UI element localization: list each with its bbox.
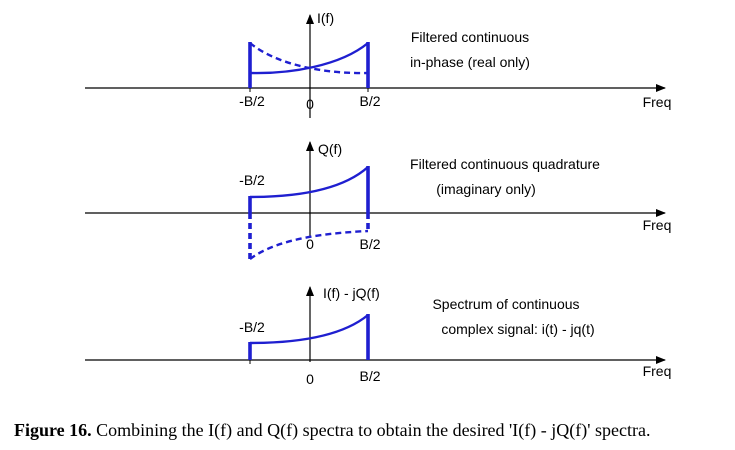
tick-label-neg-half-b: -B/2 xyxy=(239,93,265,109)
panel-quadrature: Q(f) Filtered continuous quadrature (ima… xyxy=(85,141,671,260)
tick-label-pos-half-b: B/2 xyxy=(359,236,380,252)
tick-label-pos-half-b: B/2 xyxy=(359,368,380,384)
figure-caption-label: Figure 16. xyxy=(14,420,92,440)
figure-caption-text: Combining the I(f) and Q(f) spectra to o… xyxy=(96,420,651,440)
panel-description-line1: Filtered continuous quadrature xyxy=(410,156,600,172)
tick-label-pos-half-b: B/2 xyxy=(359,93,380,109)
x-axis-label: Freq xyxy=(643,363,672,379)
tick-label-zero: 0 xyxy=(306,371,314,387)
panel-description-line1: Filtered continuous xyxy=(411,29,529,45)
y-axis-label: I(f) xyxy=(317,10,334,26)
tick-label-neg-half-b: -B/2 xyxy=(239,172,265,188)
panel-in-phase: I(f) Filtered continuous in-phase (real … xyxy=(85,10,671,118)
tick-label-zero: 0 xyxy=(306,236,314,252)
spectrum-curve-solid xyxy=(249,42,369,75)
x-axis-label: Freq xyxy=(643,217,672,233)
spectrum-curve-dashed xyxy=(249,229,369,260)
y-axis-label: Q(f) xyxy=(318,141,342,157)
spectrum-curve-solid xyxy=(249,166,369,199)
panel-description-line2: in-phase (real only) xyxy=(410,54,530,70)
panel-complex: I(f) - jQ(f) Spectrum of continuous comp… xyxy=(85,285,671,387)
panel-description-line2: (imaginary only) xyxy=(436,181,536,197)
tick-label-neg-half-b: -B/2 xyxy=(239,319,265,335)
figure-caption: Figure 16. Combining the I(f) and Q(f) s… xyxy=(14,420,729,441)
y-axis-label: I(f) - jQ(f) xyxy=(323,285,380,301)
spectrum-curve-dashed xyxy=(249,42,369,75)
panel-description-line2: complex signal: i(t) - jq(t) xyxy=(441,321,594,337)
x-axis-label: Freq xyxy=(643,94,672,110)
panel-description-line1: Spectrum of continuous xyxy=(432,296,579,312)
tick-label-zero: 0 xyxy=(306,96,314,112)
spectrum-curve-solid xyxy=(249,314,369,345)
